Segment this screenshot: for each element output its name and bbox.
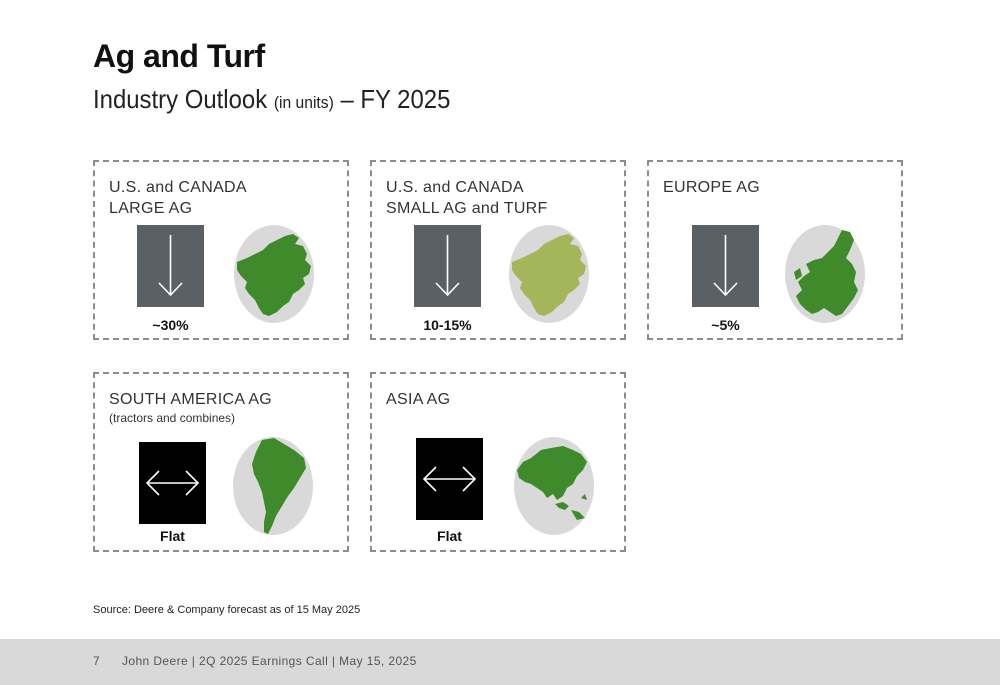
north-america-map-icon: [508, 224, 590, 324]
panel-note: (tractors and combines): [109, 411, 236, 425]
page-number: 7: [93, 654, 100, 668]
north-america-map-icon: [233, 224, 315, 324]
outlook-value: ~5%: [711, 317, 740, 333]
panel-label: U.S. and CANADA SMALL AG and TURF: [386, 179, 548, 217]
panel-us-canada-large-ag: U.S. and CANADA LARGE AG ~30%: [93, 160, 349, 340]
page-title: Ag and Turf: [93, 38, 265, 74]
europe-map-icon: [784, 224, 866, 324]
panel-us-canada-small-ag-turf: U.S. and CANADA SMALL AG and TURF 10-15%: [370, 160, 626, 340]
panel-asia-ag: ASIA AG Flat: [370, 372, 626, 552]
subtitle-units: (in units): [273, 93, 334, 112]
panel-label: ASIA AG: [386, 391, 451, 408]
down-arrow-icon: [692, 225, 759, 307]
south-america-map-icon: [232, 436, 314, 536]
subtitle-period: – FY 2025: [340, 84, 451, 114]
page-subtitle: Industry Outlook (in units) – FY 2025: [93, 84, 450, 115]
outlook-value: Flat: [437, 528, 462, 544]
outlook-value: ~30%: [152, 317, 189, 333]
panel-label: SOUTH AMERICA AG: [109, 391, 273, 408]
panel-label: U.S. and CANADA LARGE AG: [109, 179, 247, 217]
asia-map-icon: [513, 436, 595, 536]
outlook-value: Flat: [160, 528, 185, 544]
panel-label: EUROPE AG: [663, 179, 760, 196]
footer-bar: 7 John Deere | 2Q 2025 Earnings Call | M…: [0, 639, 1000, 685]
outlook-value: 10-15%: [423, 317, 472, 333]
left-right-arrow-icon: [416, 438, 483, 520]
footer-text: John Deere | 2Q 2025 Earnings Call | May…: [122, 654, 417, 668]
panel-europe-ag: EUROPE AG ~5%: [647, 160, 903, 340]
left-right-arrow-icon: [139, 442, 206, 524]
source-note: Source: Deere & Company forecast as of 1…: [93, 604, 361, 616]
down-arrow-icon: [414, 225, 481, 307]
panel-south-america-ag: SOUTH AMERICA AG (tractors and combines)…: [93, 372, 349, 552]
subtitle-main: Industry Outlook: [93, 84, 268, 114]
down-arrow-icon: [137, 225, 204, 307]
